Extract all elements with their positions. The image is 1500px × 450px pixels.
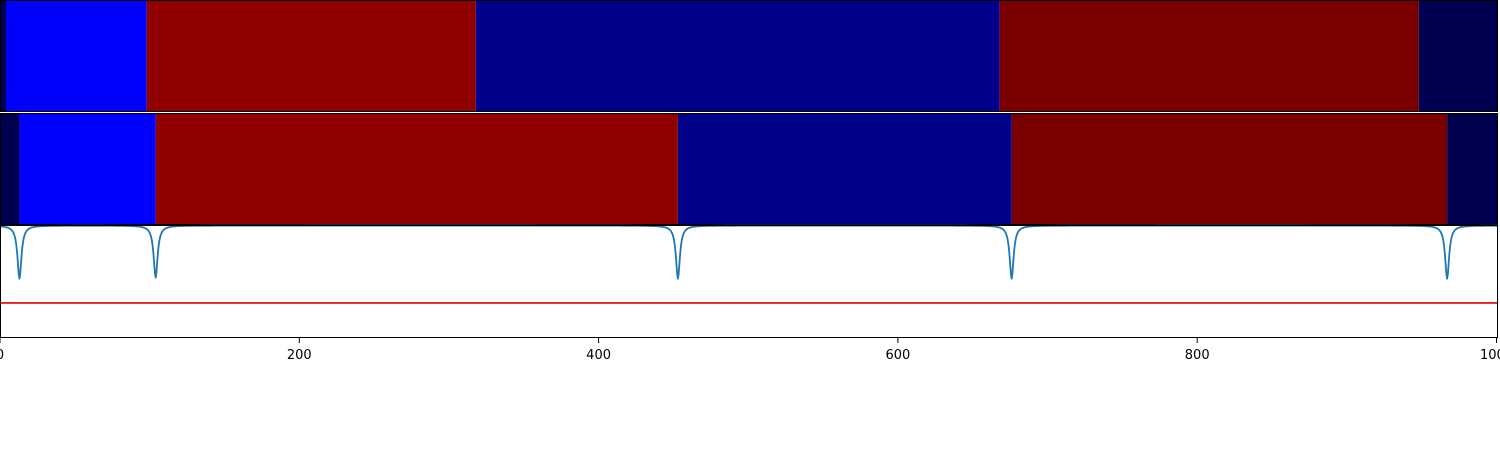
- x-tick-label: 800: [1185, 348, 1210, 363]
- x-tick-label: 400: [586, 348, 611, 363]
- x-tick-label: 1000: [1480, 348, 1500, 363]
- heatmap-segment-2-1: [0, 113, 20, 225]
- x-tick-label: 200: [287, 348, 312, 363]
- heatmap-segment-2-6: [1447, 113, 1498, 225]
- heatmap-segment-1-2: [5, 0, 147, 112]
- heatmap-segment-2-5: [1011, 113, 1448, 225]
- heatmap-segment-1-4: [475, 0, 1000, 112]
- heatmap-segment-1-5: [999, 0, 1419, 112]
- heatmap-segment-1-1: [0, 0, 6, 112]
- signal-plot-frame: [0, 225, 1498, 338]
- heatmap-segment-2-3: [155, 113, 678, 225]
- heatmap-frame-2: [0, 113, 1498, 225]
- signal-line-panel: [0, 224, 1499, 338]
- x-tick-label: 0: [0, 348, 4, 363]
- heatmap-top-panel: [0, 0, 1498, 112]
- x-tick-label: 600: [885, 348, 910, 363]
- heatmap-segment-2-2: [19, 113, 156, 225]
- heatmap-frame-1: [0, 0, 1498, 112]
- x-axis: 0 200 400 600 800 1000: [0, 338, 1500, 363]
- heatmap-middle-panel: [0, 113, 1498, 225]
- heatmap-segment-1-6: [1418, 0, 1498, 112]
- heatmap-segment-1-3: [146, 0, 476, 112]
- signal-plot-background: [0, 225, 1498, 338]
- heatmap-segment-2-4: [677, 113, 1012, 225]
